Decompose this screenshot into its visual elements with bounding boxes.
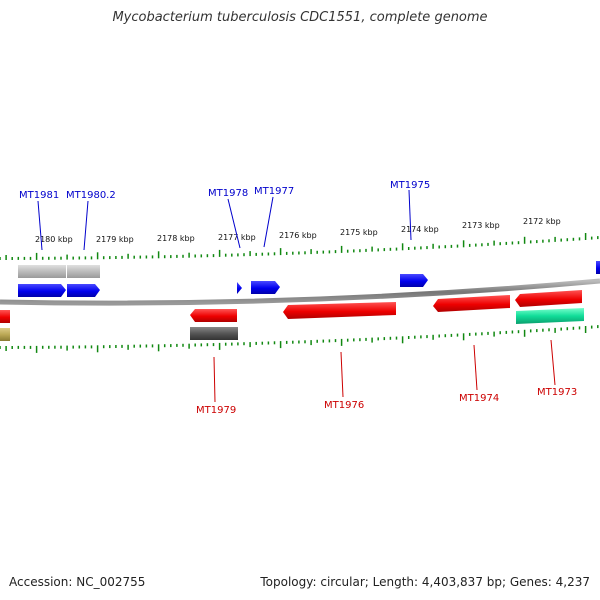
ruler-label: 2175 kbp [340,228,378,237]
gene-MT1977[interactable] [251,281,280,294]
ruler-labels: 2180 kbp 2179 kbp 2178 kbp 2177 kbp 2176… [35,217,561,244]
leader-line [473,344,478,391]
gene-MT1975[interactable] [400,274,428,287]
ruler-label: 2178 kbp [157,234,195,243]
label-MT1973[interactable]: MT1973 [537,387,577,398]
label-MT1979[interactable]: MT1979 [196,405,236,416]
ruler-label: 2177 kbp [218,233,256,242]
gene-MT1974[interactable] [433,295,510,312]
leader-line [83,200,89,251]
ruler-label: 2180 kbp [35,235,73,244]
gene-offscreen-reverse[interactable] [0,310,10,323]
label-MT1976[interactable]: MT1976 [324,400,364,411]
leader-line [37,200,43,251]
feature-block-gray[interactable] [67,265,100,278]
leader-line [550,339,556,386]
leader-line [227,198,241,249]
gene-MT1979[interactable] [190,309,237,322]
upper-ruler-track [0,233,599,260]
ruler-label: 2172 kbp [523,217,561,226]
gene-MT1973[interactable] [515,290,582,307]
leader-line [408,189,412,241]
gene-offscreen-forward[interactable] [596,261,600,274]
label-MT1981[interactable]: MT1981 [19,190,59,201]
map-title: Mycobacterium tuberculosis CDC1551, comp… [112,10,488,25]
ruler-label: 2174 kbp [401,225,439,234]
leader-line [340,351,344,398]
ruler-label: 2176 kbp [279,231,317,240]
reverse-gene-labels: MT1979 MT1976 MT1974 MT1973 [196,339,577,416]
leader-line [213,356,216,403]
feature-block-gray[interactable] [18,265,66,278]
feature-block-olive[interactable] [0,328,10,341]
label-MT1977[interactable]: MT1977 [254,186,294,197]
label-MT1974[interactable]: MT1974 [459,393,499,404]
gene-MT1976[interactable] [283,302,396,319]
leader-line [263,196,274,248]
accession-text: Accession: NC_002755 [9,575,146,589]
feature-block-green[interactable] [516,308,584,324]
gene-MT1978[interactable] [237,282,242,294]
label-MT1975[interactable]: MT1975 [390,180,430,191]
lower-ruler-track [0,325,599,353]
ruler-label: 2179 kbp [96,235,134,244]
forward-gene-labels: MT1981 MT1980.2 MT1978 MT1977 MT1975 [19,180,430,251]
label-MT1978[interactable]: MT1978 [208,188,248,199]
ruler-label: 2173 kbp [462,221,500,230]
feature-block-dark[interactable] [190,327,238,340]
label-MT1980.2[interactable]: MT1980.2 [66,190,116,201]
genome-summary-text: Topology: circular; Length: 4,403,837 bp… [260,575,590,589]
genome-backbone [0,278,600,306]
gene-MT1980.2[interactable] [67,284,100,297]
gene-MT1981[interactable] [18,284,66,297]
